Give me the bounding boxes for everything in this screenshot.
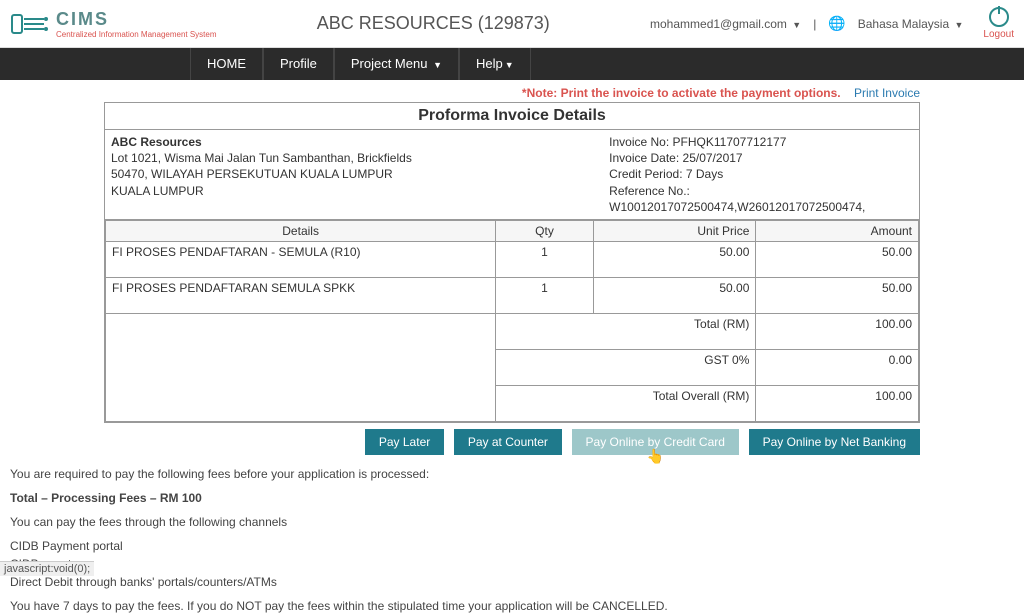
globe-icon: 🌐 <box>828 15 845 32</box>
chevron-down-icon: ▼ <box>505 60 514 70</box>
print-invoice-link[interactable]: Print Invoice <box>854 86 920 100</box>
pay-credit-card-button[interactable]: Pay Online by Credit Card👆 <box>572 429 739 455</box>
status-bar: javascript:void(0); <box>0 561 94 576</box>
logo-title: CIMS <box>56 9 217 30</box>
total-row: Total (RM) 100.00 <box>106 313 919 349</box>
logout-button[interactable]: Logout <box>983 7 1014 40</box>
col-qty: Qty <box>496 220 594 241</box>
invoice-meta: Invoice No: PFHQK11707712177 Invoice Dat… <box>603 130 919 219</box>
chevron-down-icon: ▼ <box>433 60 442 70</box>
invoice-box: Proforma Invoice Details ABC Resources L… <box>104 102 920 423</box>
invoice-address: ABC Resources Lot 1021, Wisma Mai Jalan … <box>105 130 603 219</box>
col-unit-price: Unit Price <box>593 220 756 241</box>
info-text: You are required to pay the following fe… <box>8 465 1016 615</box>
logo: CIMS Centralized Information Management … <box>10 9 217 39</box>
logo-subtitle: Centralized Information Management Syste… <box>56 30 217 39</box>
nav-project-menu[interactable]: Project Menu ▼ <box>334 48 459 80</box>
org-title: ABC RESOURCES (129873) <box>217 13 650 34</box>
invoice-title: Proforma Invoice Details <box>105 103 919 130</box>
main-nav: HOME Profile Project Menu ▼ Help▼ <box>0 48 1024 80</box>
pay-later-button[interactable]: Pay Later <box>365 429 444 455</box>
nav-home[interactable]: HOME <box>190 48 263 80</box>
pay-netbanking-button[interactable]: Pay Online by Net Banking <box>749 429 920 455</box>
cursor-icon: 👆 <box>647 448 664 465</box>
col-details: Details <box>106 220 496 241</box>
power-icon <box>989 7 1009 27</box>
invoice-table: Details Qty Unit Price Amount FI PROSES … <box>105 220 919 422</box>
payment-buttons: Pay Later Pay at Counter Pay Online by C… <box>8 429 920 455</box>
user-email-dropdown[interactable]: mohammed1@gmail.com ▼ <box>650 17 801 31</box>
language-dropdown[interactable]: Bahasa Malaysia ▼ <box>858 17 964 31</box>
table-row: FI PROSES PENDAFTARAN - SEMULA (R10) 1 5… <box>106 241 919 277</box>
nav-help[interactable]: Help▼ <box>459 48 531 80</box>
chevron-down-icon: ▼ <box>792 20 801 30</box>
logo-icon <box>10 9 50 39</box>
nav-profile[interactable]: Profile <box>263 48 334 80</box>
chevron-down-icon: ▼ <box>954 20 963 30</box>
table-row: FI PROSES PENDAFTARAN SEMULA SPKK 1 50.0… <box>106 277 919 313</box>
note-text: *Note: Print the invoice to activate the… <box>522 86 841 100</box>
app-header: CIMS Centralized Information Management … <box>0 0 1024 48</box>
pay-counter-button[interactable]: Pay at Counter <box>454 429 562 455</box>
col-amount: Amount <box>756 220 919 241</box>
